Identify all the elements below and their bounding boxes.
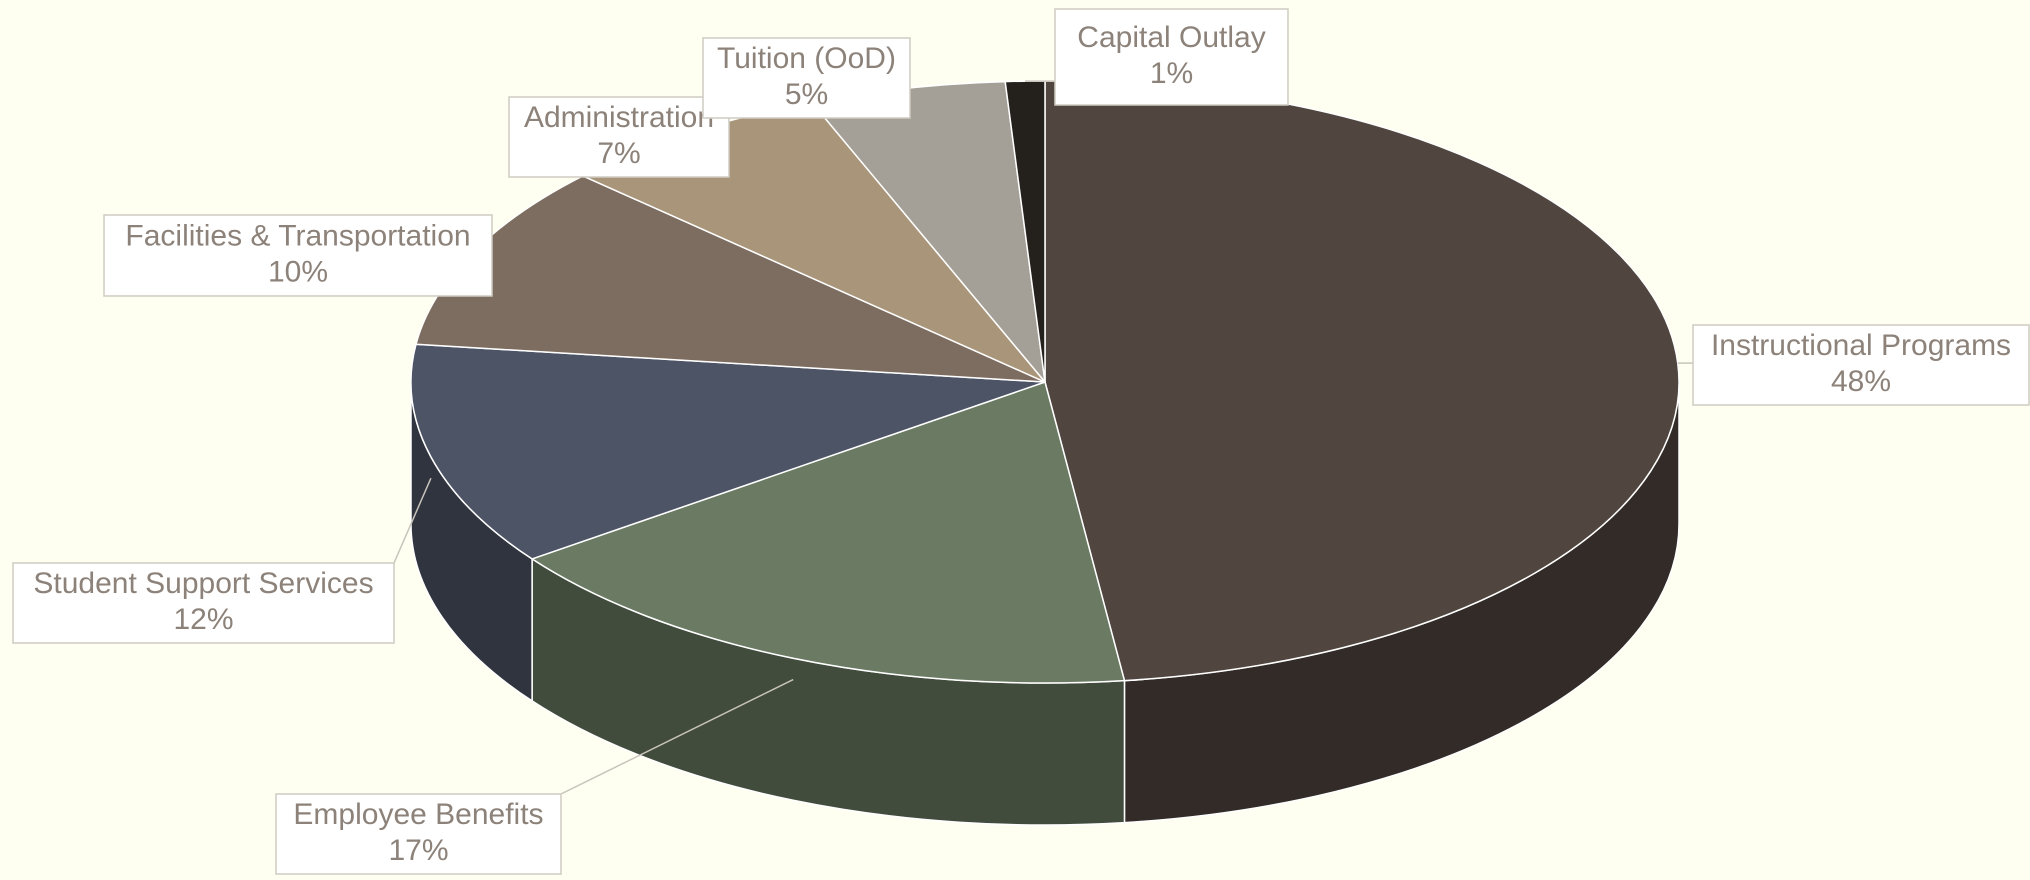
- top-faces: [410, 80, 1680, 684]
- category-label: Student Support Services: [33, 567, 373, 600]
- category-label: Employee Benefits: [293, 798, 543, 831]
- value-label: 10%: [268, 255, 328, 288]
- category-label: Administration: [524, 101, 714, 134]
- label-box: [103, 214, 493, 297]
- label-box: [12, 562, 395, 644]
- label-box: [1054, 8, 1289, 106]
- value-label: 12%: [173, 603, 233, 636]
- leader-line: [560, 678, 794, 795]
- value-label: 1%: [1150, 57, 1193, 90]
- slice: [530, 381, 1126, 684]
- label-box: [702, 37, 911, 119]
- leader-line: [393, 477, 432, 564]
- label-box: [508, 96, 730, 178]
- category-label: Instructional Programs: [1711, 329, 2011, 362]
- value-label: 5%: [785, 78, 828, 111]
- label-box: [1692, 324, 2030, 406]
- category-label: Tuition (OoD): [717, 42, 896, 75]
- value-label: 17%: [388, 834, 448, 867]
- slice: [410, 343, 1046, 560]
- category-label: Capital Outlay: [1077, 21, 1265, 54]
- value-label: 48%: [1831, 365, 1891, 398]
- label-box: [275, 793, 562, 875]
- category-label: Facilities & Transportation: [125, 219, 470, 252]
- value-label: 7%: [597, 137, 640, 170]
